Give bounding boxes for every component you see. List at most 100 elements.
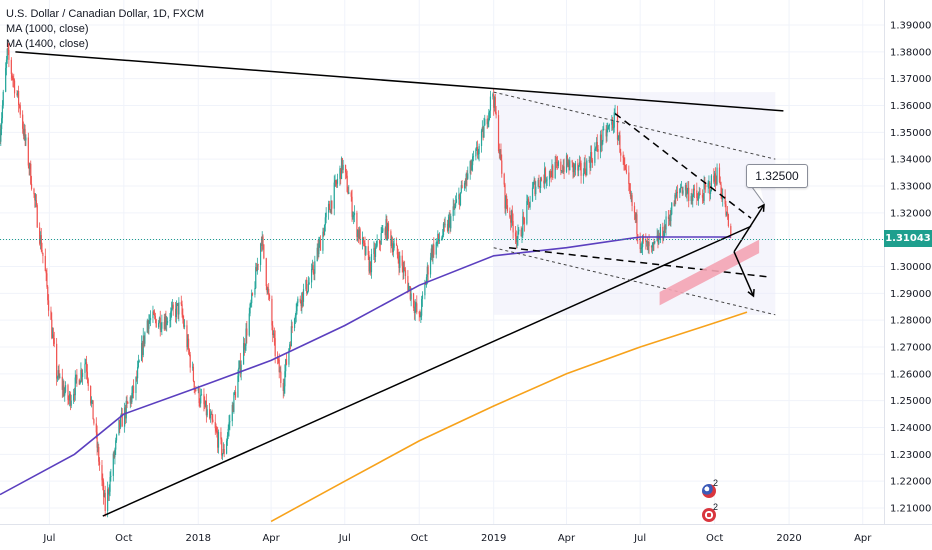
candle-body — [251, 293, 254, 295]
support-zone — [659, 239, 760, 306]
candle-body — [464, 182, 466, 185]
candle-body — [193, 381, 195, 390]
candle-body — [724, 196, 726, 205]
candle-body — [103, 492, 106, 497]
candle-body — [713, 175, 715, 182]
candle-body — [722, 196, 724, 200]
candle-body — [557, 161, 560, 166]
candle-body — [335, 180, 337, 184]
candle-body — [259, 243, 262, 265]
candle-body — [637, 234, 639, 237]
candle-body — [510, 217, 512, 223]
candle-body — [28, 165, 30, 170]
candle-body — [221, 439, 223, 456]
candle-body — [489, 96, 492, 111]
candle-body — [46, 273, 48, 287]
candle-body — [305, 280, 307, 290]
candle-body — [533, 180, 535, 184]
price-tick-label: 1.24000 — [890, 423, 931, 434]
candle-body — [540, 178, 542, 188]
candle-body — [481, 127, 483, 131]
candle-body — [465, 174, 467, 185]
candle-body — [353, 212, 356, 216]
candle-body — [584, 162, 586, 173]
candle-body — [30, 163, 32, 184]
candle-body — [381, 231, 383, 234]
candle-body — [69, 393, 71, 401]
candle-body — [141, 343, 143, 361]
candle-body — [361, 237, 364, 245]
candle-body — [81, 372, 84, 377]
candle-body — [624, 164, 626, 166]
candle-body — [120, 413, 122, 417]
candle-body — [232, 404, 234, 412]
candle-body — [658, 235, 660, 244]
ma1400-legend[interactable]: MA (1400, close) — [6, 38, 89, 50]
candle-body — [306, 280, 308, 294]
candle-body — [560, 161, 562, 171]
candle-body — [325, 212, 327, 218]
candle-body — [514, 232, 517, 237]
candle-body — [455, 202, 457, 207]
candle-body — [534, 180, 536, 195]
candle-body — [693, 188, 695, 191]
price-tick-label: 1.27000 — [890, 343, 931, 354]
candle-body — [86, 371, 89, 380]
us-flag-icon[interactable] — [702, 484, 716, 498]
candle-body — [272, 333, 275, 335]
candle-body — [363, 241, 365, 243]
candle-body — [469, 161, 471, 174]
candle-body — [154, 315, 156, 320]
target-callout[interactable]: 1.32500 — [746, 164, 808, 188]
candle-body — [183, 325, 186, 327]
candle-body — [554, 162, 556, 179]
candle-body — [591, 152, 593, 160]
candle-body — [118, 419, 120, 435]
candle-body — [565, 155, 568, 172]
candle-body — [166, 320, 169, 323]
candle-body — [518, 229, 520, 232]
time-axis[interactable]: Jul Oct 2018 Apr Jul Oct 2019 Apr Jul Oct 2020 Apr — [42, 533, 872, 544]
canada-flag-icon[interactable] — [702, 508, 716, 522]
price-tick-label: 1.39000 — [890, 21, 931, 32]
symbol-title[interactable]: U.S. Dollar / Canadian Dollar, 1D, FXCM — [6, 8, 205, 20]
candle-body — [520, 229, 522, 237]
ma1000-legend[interactable]: MA (1000, close) — [6, 23, 89, 35]
candle-body — [443, 223, 445, 225]
candle-body — [705, 185, 707, 188]
candle-body — [211, 413, 213, 420]
candle-body — [415, 303, 417, 307]
price-axis[interactable]: 1.39000 1.38000 1.37000 1.36000 1.35000 1.340… — [890, 21, 931, 515]
candle-body — [688, 187, 690, 202]
candle-body — [436, 241, 438, 243]
candle-body — [75, 374, 77, 378]
candle-body — [195, 389, 197, 391]
candle-body — [19, 105, 21, 115]
candle-body — [90, 400, 93, 404]
candle-body — [606, 129, 608, 137]
candle-body — [704, 183, 706, 186]
candle-body — [250, 303, 252, 304]
candle-body — [277, 359, 280, 360]
candle-body — [25, 137, 27, 141]
candle-body — [373, 248, 375, 255]
candle-body — [674, 194, 676, 207]
candle-body — [51, 319, 53, 339]
candle-body — [574, 163, 577, 170]
candle-body — [579, 162, 581, 164]
candle-body — [427, 266, 429, 275]
wedge-upper-line — [614, 112, 752, 219]
candle-body — [209, 414, 212, 419]
candle-body — [595, 147, 597, 149]
candle-body — [254, 287, 256, 295]
candle-body — [13, 79, 15, 81]
candle-body — [307, 283, 309, 292]
candle-body — [404, 267, 406, 271]
candle-body — [97, 447, 99, 448]
candle-body — [455, 199, 458, 203]
candle-body — [486, 118, 488, 125]
candle-body — [198, 387, 200, 404]
candle-body — [203, 394, 205, 405]
candle-body — [170, 308, 173, 312]
